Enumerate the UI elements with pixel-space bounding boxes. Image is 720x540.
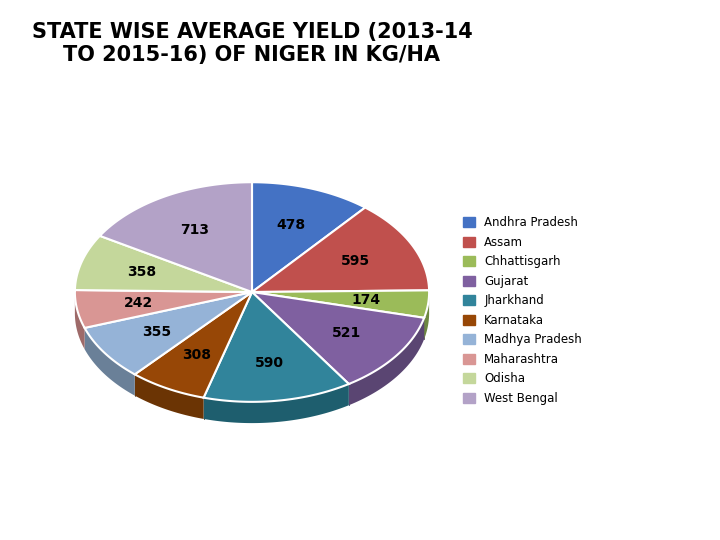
- Text: 242: 242: [124, 296, 153, 310]
- Text: 478: 478: [276, 218, 306, 232]
- Polygon shape: [100, 182, 252, 292]
- Polygon shape: [135, 292, 252, 397]
- Polygon shape: [204, 384, 348, 423]
- Legend: Andhra Pradesh, Assam, Chhattisgarh, Gujarat, Jharkhand, Karnataka, Madhya Prade: Andhra Pradesh, Assam, Chhattisgarh, Guj…: [459, 213, 585, 408]
- Text: STATE WISE AVERAGE YIELD (2013-14
TO 2015-16) OF NIGER IN KG/HA: STATE WISE AVERAGE YIELD (2013-14 TO 201…: [32, 22, 472, 65]
- Text: 358: 358: [127, 266, 156, 280]
- Text: 713: 713: [181, 223, 210, 237]
- Polygon shape: [84, 328, 135, 396]
- Polygon shape: [252, 207, 429, 292]
- Text: 355: 355: [142, 325, 171, 339]
- Text: 521: 521: [331, 326, 361, 340]
- Polygon shape: [252, 182, 365, 292]
- Polygon shape: [75, 290, 252, 328]
- Text: 595: 595: [341, 254, 370, 268]
- Polygon shape: [252, 291, 429, 318]
- Polygon shape: [135, 374, 204, 419]
- Polygon shape: [204, 292, 348, 402]
- Polygon shape: [84, 292, 252, 374]
- Polygon shape: [252, 292, 424, 384]
- Polygon shape: [348, 318, 424, 405]
- Text: 174: 174: [352, 293, 381, 307]
- Text: 308: 308: [182, 348, 211, 362]
- Text: 590: 590: [255, 356, 284, 369]
- Polygon shape: [424, 292, 429, 339]
- Polygon shape: [75, 236, 252, 292]
- Polygon shape: [75, 293, 84, 349]
